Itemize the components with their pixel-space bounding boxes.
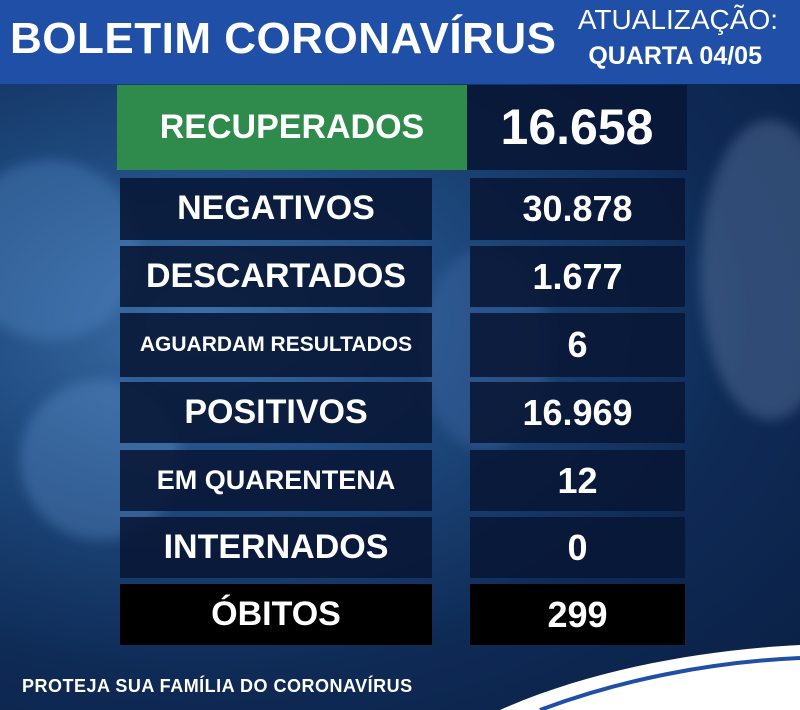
row-label: DESCARTADOS [120,246,432,307]
row-value: 16.969 [470,382,685,443]
row-value: 6 [470,313,685,377]
background-shape [700,120,800,420]
row-value: 299 [470,584,685,645]
row-value: 1.677 [470,246,685,307]
row-value: 30.878 [470,178,685,240]
row-label: NEGATIVOS [120,178,432,240]
header-bar: BOLETIM CORONAVÍRUS ATUALIZAÇÃO: QUARTA … [0,0,800,84]
row-label: EM QUARENTENA [120,450,432,511]
row-label: ÓBITOS [120,584,432,645]
row-label: RECUPERADOS [117,85,467,170]
footer-text: PROTEJA SUA FAMÍLIA DO CORONAVÍRUS [22,676,413,696]
row-value: 16.658 [467,85,687,170]
row-value: 12 [470,450,685,511]
title: BOLETIM CORONAVÍRUS [10,14,557,63]
decorative-swoosh [500,645,800,710]
background-shape [0,160,140,340]
row-value: 0 [470,517,685,578]
update-label: ATUALIZAÇÃO: [577,4,778,35]
update-date: QUARTA 04/05 [588,42,762,70]
row-label: INTERNADOS [120,517,432,578]
row-label: AGUARDAM RESULTADOS [120,313,432,377]
row-label: POSITIVOS [120,382,432,443]
